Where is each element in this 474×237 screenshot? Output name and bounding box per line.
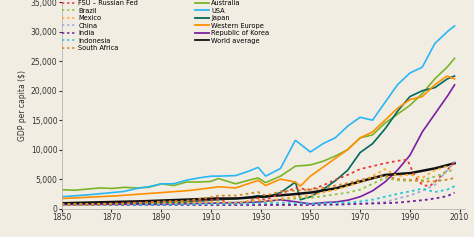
- Legend: Australia, USA, Japan, Western Europe, Republic of Korea, World average: Australia, USA, Japan, Western Europe, R…: [194, 0, 269, 44]
- Y-axis label: GDP per capita ($): GDP per capita ($): [18, 70, 27, 141]
